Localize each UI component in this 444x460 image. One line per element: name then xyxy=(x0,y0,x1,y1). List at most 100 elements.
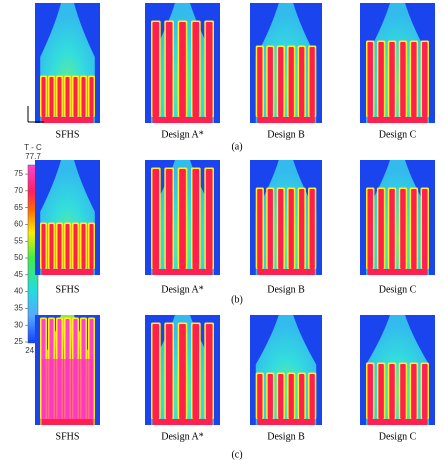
fin xyxy=(299,189,305,269)
fin xyxy=(367,364,373,419)
fin xyxy=(89,224,94,269)
fin xyxy=(192,22,200,117)
base xyxy=(41,117,94,123)
panel-label: (c) xyxy=(231,449,242,460)
fin xyxy=(411,364,417,419)
fin xyxy=(309,47,315,117)
fin xyxy=(389,42,395,117)
panel-label: (b) xyxy=(231,294,243,305)
fin xyxy=(152,324,160,419)
fin xyxy=(389,189,395,269)
fin xyxy=(267,47,273,117)
fin xyxy=(299,374,305,419)
contour-image xyxy=(360,315,435,425)
base xyxy=(257,117,315,123)
fin xyxy=(422,189,428,269)
contour-image xyxy=(250,160,322,275)
base xyxy=(41,419,94,425)
caption: Design C xyxy=(379,129,417,140)
fin xyxy=(309,189,315,269)
tick-label: 70 xyxy=(14,186,23,195)
base xyxy=(257,269,315,275)
caption: Design B xyxy=(267,129,305,140)
contour-image xyxy=(145,3,220,123)
tick-label: 45 xyxy=(14,270,23,279)
contour-image xyxy=(250,315,322,425)
fin xyxy=(389,364,395,419)
fin xyxy=(309,374,315,419)
tick-label: 35 xyxy=(14,304,23,313)
contour-image xyxy=(35,315,100,425)
base xyxy=(41,269,94,275)
tick-label: 30 xyxy=(14,320,23,329)
contour-image xyxy=(35,3,100,123)
caption: Design B xyxy=(267,284,305,295)
fin xyxy=(257,189,263,269)
fin xyxy=(81,77,86,117)
fin xyxy=(165,169,173,269)
fin xyxy=(49,77,54,117)
fin xyxy=(288,189,294,269)
fin xyxy=(179,22,186,117)
contour-image xyxy=(250,3,322,123)
tick-label: 75 xyxy=(14,169,23,178)
fin xyxy=(367,189,373,269)
fin xyxy=(411,42,417,117)
fin xyxy=(288,47,294,117)
panels: SFHS Design A* Design B Design C (a) SFHS Desi… xyxy=(27,3,435,460)
fin xyxy=(192,169,200,269)
colorbar: T - C77.7 24.7 75 70 65 60 55 50 45 40 35 30 25 xyxy=(14,143,42,355)
fin xyxy=(278,374,284,419)
colorbar-min: 24.7 xyxy=(25,346,41,355)
fin xyxy=(179,324,186,419)
fin xyxy=(192,324,200,419)
fin xyxy=(422,364,428,419)
base xyxy=(152,117,213,123)
fin xyxy=(378,189,384,269)
fin xyxy=(65,77,70,117)
caption: Design C xyxy=(379,431,417,442)
fin xyxy=(89,77,94,117)
fin xyxy=(165,324,173,419)
caption: Design B xyxy=(267,431,305,442)
base xyxy=(152,419,213,425)
fin xyxy=(400,364,406,419)
tick-label: 65 xyxy=(14,203,23,212)
fin xyxy=(73,77,78,117)
fin xyxy=(152,169,160,269)
fin xyxy=(400,189,406,269)
fin xyxy=(267,189,273,269)
contour-image xyxy=(360,160,435,275)
caption: SFHS xyxy=(56,284,80,295)
contour-image xyxy=(360,3,435,123)
fin xyxy=(57,77,62,117)
colorbar-max: 77.7 xyxy=(25,152,41,161)
fin xyxy=(41,77,46,117)
hot-core xyxy=(41,359,94,419)
contour-image xyxy=(35,160,100,275)
caption: Design C xyxy=(379,284,417,295)
fin xyxy=(205,324,213,419)
base xyxy=(257,419,315,425)
fin xyxy=(411,189,417,269)
fin xyxy=(367,42,373,117)
fin xyxy=(278,47,284,117)
tick-label: 25 xyxy=(14,337,23,346)
base xyxy=(367,419,428,425)
caption: Design A* xyxy=(161,129,204,140)
caption: SFHS xyxy=(56,129,80,140)
fin xyxy=(205,169,213,269)
panel-label: (a) xyxy=(231,141,242,152)
fin xyxy=(41,224,46,269)
fin xyxy=(179,169,186,269)
tick-label: 55 xyxy=(14,236,23,245)
caption: SFHS xyxy=(56,431,80,442)
base xyxy=(152,269,213,275)
contour-image xyxy=(145,315,220,425)
tick-label: 60 xyxy=(14,220,23,229)
colorbar-title: T - C xyxy=(24,143,42,152)
fin xyxy=(400,42,406,117)
fin xyxy=(278,189,284,269)
fin xyxy=(422,42,428,117)
